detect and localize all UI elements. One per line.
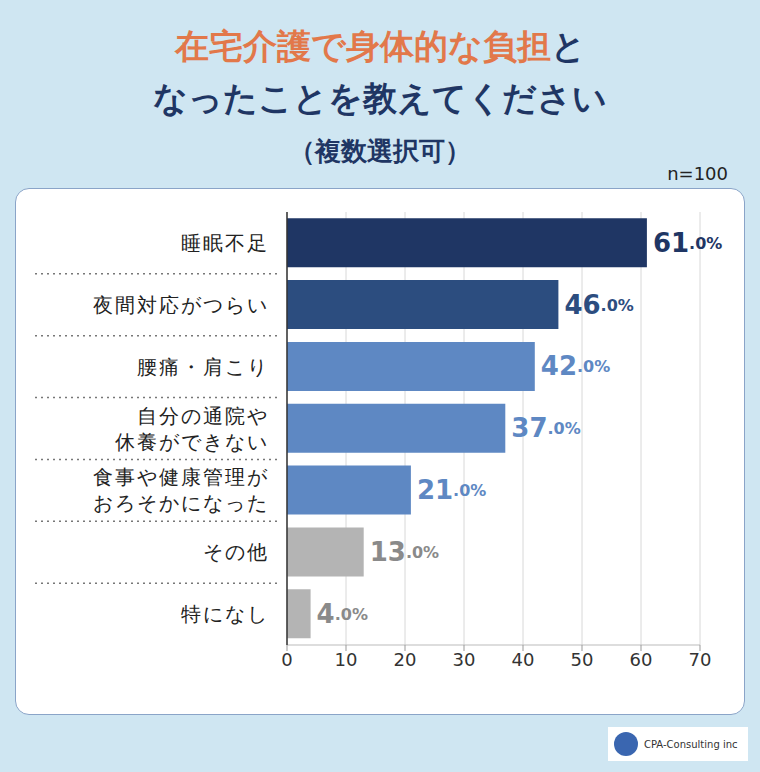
- svg-text:42.0%: 42.0%: [541, 351, 610, 381]
- svg-text:70: 70: [689, 649, 712, 670]
- svg-text:特になし: 特になし: [181, 602, 269, 626]
- svg-text:50: 50: [571, 649, 594, 670]
- svg-text:40: 40: [512, 649, 535, 670]
- svg-text:その他: その他: [203, 540, 269, 564]
- svg-text:0: 0: [281, 649, 292, 670]
- svg-text:21.0%: 21.0%: [417, 475, 486, 505]
- svg-text:13.0%: 13.0%: [370, 537, 439, 567]
- svg-text:夜間対応がつらい: 夜間対応がつらい: [93, 293, 269, 317]
- svg-text:n=100: n=100: [667, 163, 728, 184]
- svg-text:食事や健康管理が: 食事や健康管理が: [93, 465, 269, 489]
- svg-text:60: 60: [630, 649, 653, 670]
- svg-text:10: 10: [335, 649, 358, 670]
- svg-text:睡眠不足: 睡眠不足: [181, 231, 269, 255]
- html-text:CPA-Consulting inc: CPA-Consulting inc: [644, 738, 738, 750]
- svg-text:30: 30: [453, 649, 476, 670]
- svg-text:腰痛・肩こり: 腰痛・肩こり: [137, 355, 269, 379]
- svg-text:46.0%: 46.0%: [564, 290, 633, 320]
- svg-text:20: 20: [394, 649, 417, 670]
- svg-text:自分の通院や: 自分の通院や: [137, 404, 269, 428]
- svg-text:61.0%: 61.0%: [653, 228, 722, 258]
- svg-text:おろそかになった: おろそかになった: [93, 491, 269, 515]
- svg-text:4.0%: 4.0%: [317, 599, 368, 629]
- svg-text:休養ができない: 休養ができない: [115, 430, 269, 454]
- svg-text:在宅介護で身体的な負担と: 在宅介護で身体的な負担と: [174, 26, 586, 66]
- svg-text:（複数選択可）: （複数選択可）: [289, 136, 471, 166]
- svg-text:なったことを教えてください: なったことを教えてください: [153, 78, 607, 118]
- svg-text:37.0%: 37.0%: [511, 413, 580, 443]
